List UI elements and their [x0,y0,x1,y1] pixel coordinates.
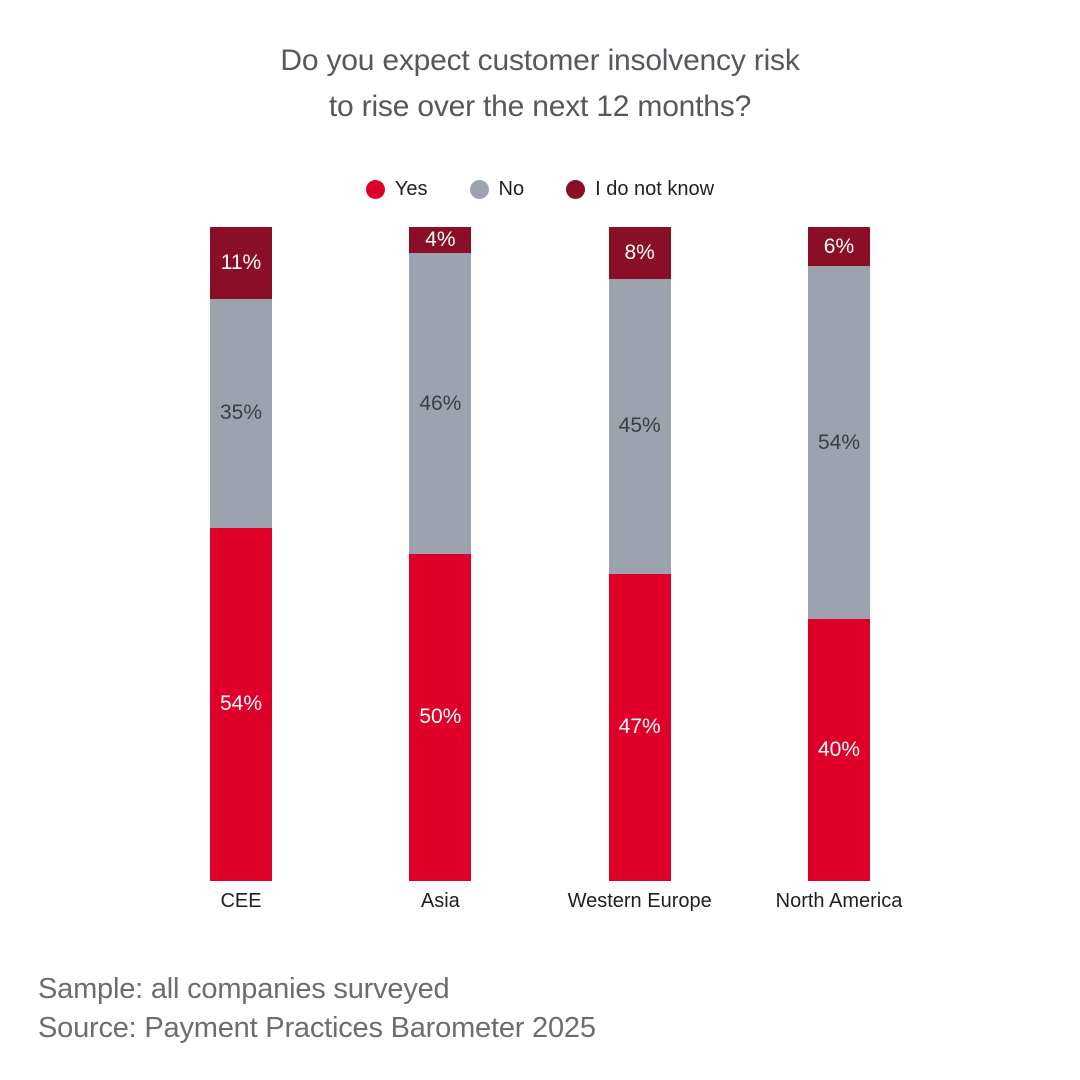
segment-value-label: 46% [419,391,462,415]
segment-no-cee: 35% [210,298,272,528]
segment-i-do-not-know-north-america: 6% [807,227,870,267]
legend-dot-i-do-not-know [566,180,586,199]
legend-label: I do not know [595,178,715,200]
chart: 11% 35% 54% CEE 4% 46% 50% Asia 8% 45% 47% Western … [210,227,902,912]
stacked-bar-cee: 11% 35% 54% [210,227,272,881]
segment-value-label: 54% [219,692,263,716]
bar-column-north-america: 6% 54% 40% North America [776,227,902,912]
bar-column-asia: 4% 46% 50% Asia [409,227,472,912]
stacked-bar-north-america: 6% 54% 40% [807,227,870,881]
bar-column-cee: 11% 35% 54% CEE [210,227,272,912]
footer-sample: Sample: all companies surveyed [38,973,450,1005]
segment-no-north-america: 54% [807,266,870,620]
segment-value-label: 6% [823,234,855,258]
segment-i-do-not-know-cee: 11% [210,227,272,299]
category-label-north-america: North America [775,890,903,912]
segment-value-label: 4% [425,228,456,252]
segment-i-do-not-know-western-europe: 8% [608,227,671,280]
category-label-asia: Asia [420,890,460,912]
segment-value-label: 11% [220,250,262,274]
chart-title-line1: Do you expect customer insolvency risk [280,44,800,77]
legend: Yes No I do not know [0,178,1080,201]
segment-yes-western-europe: 47% [608,573,671,881]
segment-value-label: 35% [219,401,263,425]
stacked-bar-asia: 4% 46% 50% [409,227,472,881]
legend-label: Yes [394,178,428,200]
segment-value-label: 54% [817,430,860,454]
segment-no-asia: 46% [409,253,472,554]
segment-value-label: 45% [618,414,661,438]
legend-dot-yes [365,180,385,199]
category-label-western-europe: Western Europe [567,890,712,912]
segment-yes-asia: 50% [409,553,472,881]
legend-item-no: No [469,178,525,201]
segment-no-western-europe: 45% [608,279,671,574]
segment-yes-cee: 54% [210,527,272,881]
segment-value-label: 40% [817,738,860,762]
chart-title: Do you expect customer insolvency risk t… [0,38,1080,130]
bar-column-western-europe: 8% 45% 47% Western Europe [568,227,712,912]
footer-source: Source: Payment Practices Barometer 2025 [38,1012,596,1044]
segment-value-label: 47% [618,715,661,739]
stacked-bar-western-europe: 8% 45% 47% [608,227,671,881]
legend-item-i-do-not-know: I do not know [566,178,714,201]
segment-value-label: 8% [624,241,655,265]
category-label-cee: CEE [220,890,262,912]
legend-dot-no [469,180,489,199]
chart-title-line2: to rise over the next 12 months? [328,90,752,123]
segment-i-do-not-know-asia: 4% [409,227,472,254]
legend-label: No [498,178,525,200]
footer: Sample: all companies surveyed Source: P… [38,970,596,1048]
segment-yes-north-america: 40% [807,619,870,881]
segment-value-label: 50% [419,705,462,729]
legend-item-yes: Yes [365,178,428,201]
